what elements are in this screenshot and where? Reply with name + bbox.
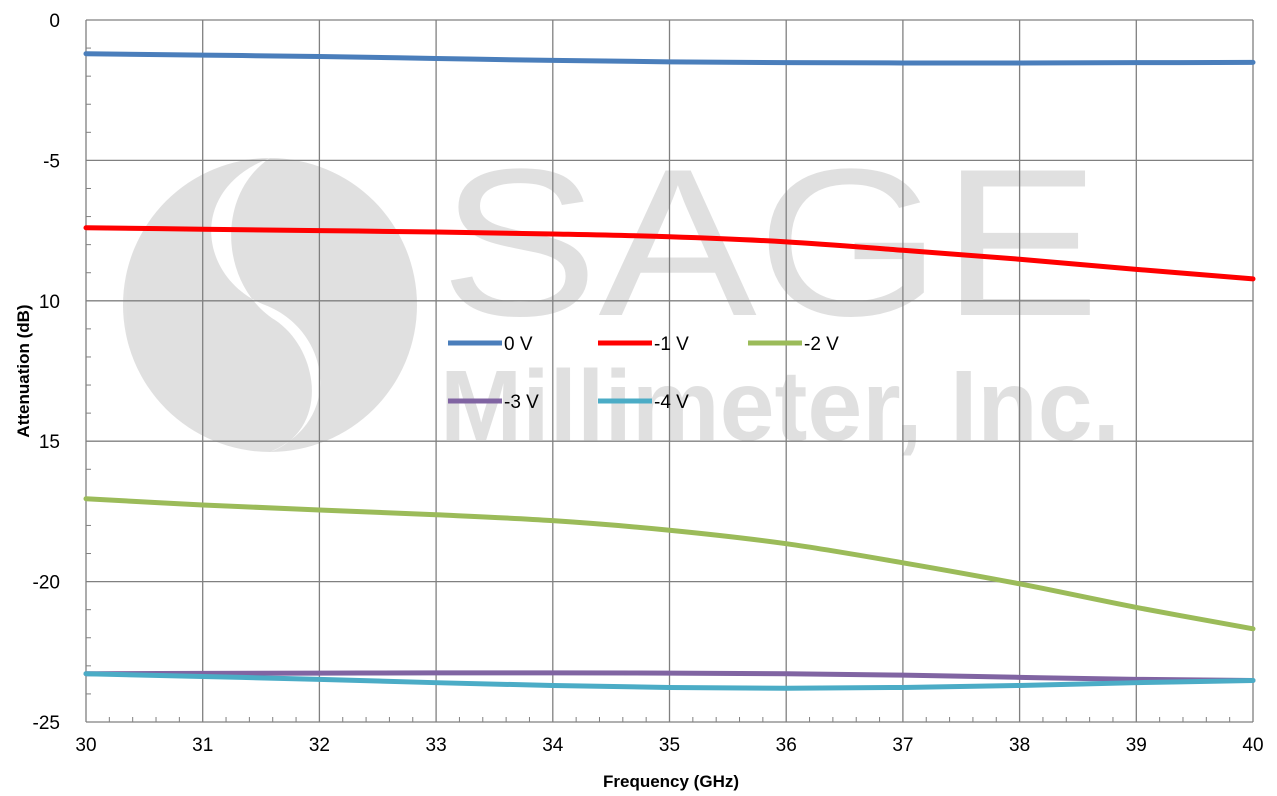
watermark-logo-circle (123, 158, 417, 452)
y-tick-label: 0 (49, 11, 60, 32)
grid (85, 19, 1254, 723)
legend: 0 V -1 V -2 V -3 V -4 V (448, 334, 839, 413)
minor-ticks (86, 47, 1231, 722)
series-line--2v (83, 496, 1256, 632)
x-tick-label: 36 (776, 735, 797, 756)
x-tick-label: 37 (892, 735, 913, 756)
legend-label--2v: -2 V (804, 334, 839, 355)
x-tick-label: 30 (75, 735, 96, 756)
x-tick-label: 38 (1009, 735, 1030, 756)
x-tick-label: 35 (659, 735, 680, 756)
legend-label-0v: 0 V (504, 334, 533, 355)
x-tick-label: 34 (542, 735, 564, 756)
y-tick-label: 10 (39, 292, 60, 313)
series-lines (83, 51, 1256, 691)
x-axis-label: Frequency (GHz) (603, 772, 739, 791)
watermark: SAGE Millimeter, Inc. (123, 125, 1120, 462)
legend-label--3v: -3 V (504, 392, 539, 413)
series-line--1v (83, 225, 1256, 282)
series-line--4v (83, 671, 1256, 691)
x-tick-label: 31 (192, 735, 213, 756)
series-line-0v (83, 51, 1256, 66)
y-tick-label: -20 (33, 573, 60, 594)
series-line--3v (83, 670, 1256, 683)
legend-label--4v: -4 V (654, 392, 689, 413)
y-tick-label: 15 (39, 432, 60, 453)
y-tick-labels: 0 -5 10 15 -20 -25 (33, 11, 60, 734)
x-tick-label: 39 (1126, 735, 1147, 756)
legend-label--1v: -1 V (654, 334, 689, 355)
x-tick-label: 33 (426, 735, 447, 756)
y-tick-label: -5 (43, 151, 60, 172)
x-tick-labels: 30 31 32 33 34 35 36 37 38 39 40 (75, 735, 1263, 756)
watermark-tagline: Millimeter, Inc. (440, 350, 1120, 462)
y-tick-label: -25 (33, 713, 60, 734)
x-tick-label: 32 (309, 735, 330, 756)
y-axis-label: Attenuation (dB) (14, 304, 33, 437)
x-tick-label: 40 (1242, 735, 1263, 756)
